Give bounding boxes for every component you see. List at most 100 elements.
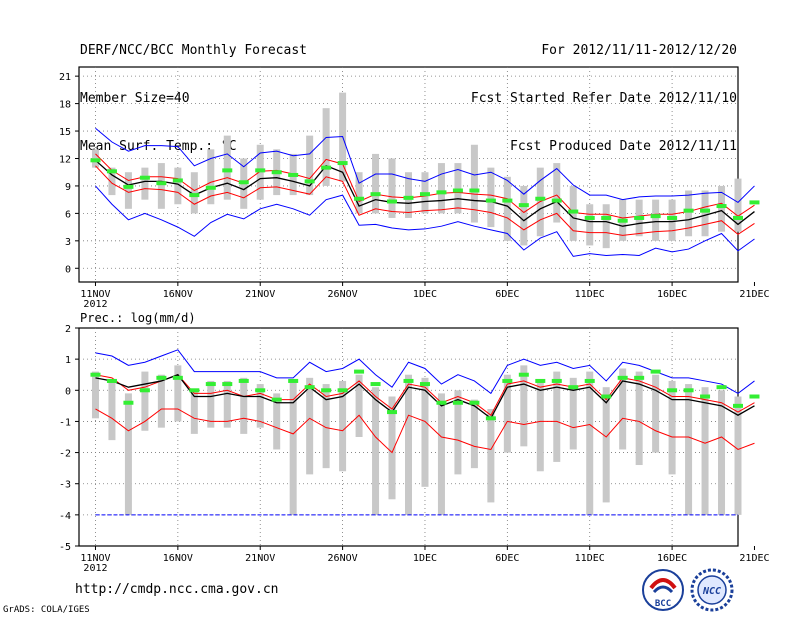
chart-title: DERF/NCC/BCC Monthly Forecast bbox=[80, 43, 307, 58]
observed-marker bbox=[370, 192, 381, 197]
ensemble-range-bar bbox=[174, 365, 182, 422]
observed-marker bbox=[238, 180, 249, 185]
x-tick-label: 16DEC bbox=[657, 553, 687, 564]
y-tick-label: -3 bbox=[59, 480, 71, 491]
observed-marker bbox=[650, 214, 661, 219]
x-tick-label: 6DEC bbox=[495, 289, 519, 300]
ensemble-range-bar bbox=[124, 393, 132, 515]
precip-panel-title: Prec.: log(mm/d) bbox=[80, 311, 196, 325]
ensemble-range-bar bbox=[734, 178, 742, 232]
observed-marker bbox=[535, 196, 546, 201]
y-tick-label: 0 bbox=[65, 386, 71, 397]
x-tick-label: 21NOV bbox=[245, 289, 275, 300]
series-line-mean bbox=[95, 373, 755, 420]
ensemble-range-bar bbox=[355, 172, 363, 214]
ensemble-range-bar bbox=[503, 176, 511, 241]
series-line-lower-red bbox=[95, 408, 755, 454]
observed-marker bbox=[518, 372, 529, 377]
observed-marker bbox=[337, 161, 348, 166]
bcc-logo-text: BCC bbox=[655, 599, 671, 609]
observed-marker bbox=[683, 388, 694, 393]
series-line-mean bbox=[95, 159, 755, 227]
observed-marker bbox=[255, 388, 266, 393]
ensemble-range-bar bbox=[207, 380, 215, 428]
observed-marker bbox=[469, 188, 480, 193]
observed-marker bbox=[156, 375, 167, 380]
observed-marker bbox=[255, 168, 266, 173]
observed-marker bbox=[205, 382, 216, 387]
ensemble-range-bar bbox=[487, 167, 495, 228]
observed-marker bbox=[222, 382, 233, 387]
observed-marker bbox=[584, 215, 595, 220]
observed-marker bbox=[354, 196, 365, 201]
ensemble-range-bar bbox=[454, 390, 462, 475]
ensemble-range-bar bbox=[141, 167, 149, 200]
observed-marker bbox=[156, 181, 167, 186]
ensemble-range-bar bbox=[602, 387, 610, 503]
observed-marker bbox=[650, 369, 661, 374]
ensemble-range-bar bbox=[602, 204, 610, 249]
ncc-logo: NCC bbox=[690, 568, 734, 612]
observed-marker bbox=[189, 388, 200, 393]
observed-marker bbox=[271, 170, 282, 175]
observed-marker bbox=[139, 388, 150, 393]
observed-marker bbox=[617, 375, 628, 380]
fcst-started-date: Fcst Started Refer Date 2012/11/10 bbox=[470, 91, 737, 106]
observed-marker bbox=[205, 185, 216, 190]
observed-marker bbox=[337, 388, 348, 393]
ensemble-range-bar bbox=[685, 384, 693, 515]
ensemble-range-bar bbox=[339, 380, 347, 472]
observed-marker bbox=[469, 400, 480, 405]
observed-marker bbox=[452, 400, 463, 405]
header-right: For 2012/11/11-2012/12/20 Fcst Started R… bbox=[471, 11, 737, 171]
ensemble-range-bar bbox=[668, 199, 676, 241]
series-line-lower bbox=[95, 185, 755, 257]
observed-marker bbox=[535, 378, 546, 383]
ensemble-range-bar bbox=[174, 167, 182, 205]
observed-marker bbox=[667, 388, 678, 393]
observed-marker bbox=[304, 179, 315, 184]
observed-marker bbox=[518, 203, 529, 208]
ensemble-range-bar bbox=[487, 408, 495, 503]
observed-marker bbox=[733, 215, 743, 220]
observed-marker bbox=[189, 193, 200, 198]
ensemble-range-bar bbox=[223, 135, 231, 200]
source-url[interactable]: http://cmdp.ncc.cma.gov.cn bbox=[75, 582, 279, 597]
member-size-label: Member Size=40 bbox=[80, 91, 190, 106]
ensemble-range-bar bbox=[306, 135, 314, 196]
x-tick-sublabel: 2012 bbox=[83, 299, 107, 310]
ensemble-range-bar bbox=[372, 387, 380, 515]
ncc-logo-text: NCC bbox=[702, 586, 721, 597]
ensemble-range-bar bbox=[701, 387, 709, 515]
observed-marker bbox=[123, 184, 134, 189]
x-tick-label: 1DEC bbox=[413, 289, 437, 300]
observed-marker bbox=[502, 378, 513, 383]
y-tick-label: 12 bbox=[59, 154, 71, 165]
observed-marker bbox=[321, 165, 332, 170]
observed-marker bbox=[617, 218, 628, 223]
observed-marker bbox=[485, 416, 496, 421]
series-line-upper bbox=[95, 127, 755, 204]
ensemble-range-bar bbox=[141, 371, 149, 431]
ensemble-range-bar bbox=[124, 172, 132, 209]
ensemble-range-bar bbox=[470, 399, 478, 469]
ensemble-range-bar bbox=[652, 374, 660, 453]
ensemble-range-bar bbox=[91, 371, 99, 419]
y-tick-label: 2 bbox=[65, 324, 71, 335]
series-line-upper-red bbox=[95, 374, 755, 416]
ensemble-range-bar bbox=[652, 199, 660, 241]
observed-marker bbox=[403, 378, 414, 383]
ensemble-range-bar bbox=[685, 190, 693, 237]
observed-marker bbox=[403, 195, 414, 200]
ensemble-range-bar bbox=[718, 390, 726, 515]
observed-marker bbox=[683, 208, 694, 213]
ensemble-range-bar bbox=[355, 374, 363, 437]
observed-marker bbox=[123, 400, 134, 405]
x-tick-label: 11DEC bbox=[575, 553, 605, 564]
y-tick-label: 3 bbox=[65, 237, 71, 248]
ensemble-range-bar bbox=[437, 393, 445, 515]
observed-marker bbox=[601, 215, 612, 220]
observed-marker bbox=[716, 385, 727, 390]
observed-marker bbox=[419, 382, 430, 387]
